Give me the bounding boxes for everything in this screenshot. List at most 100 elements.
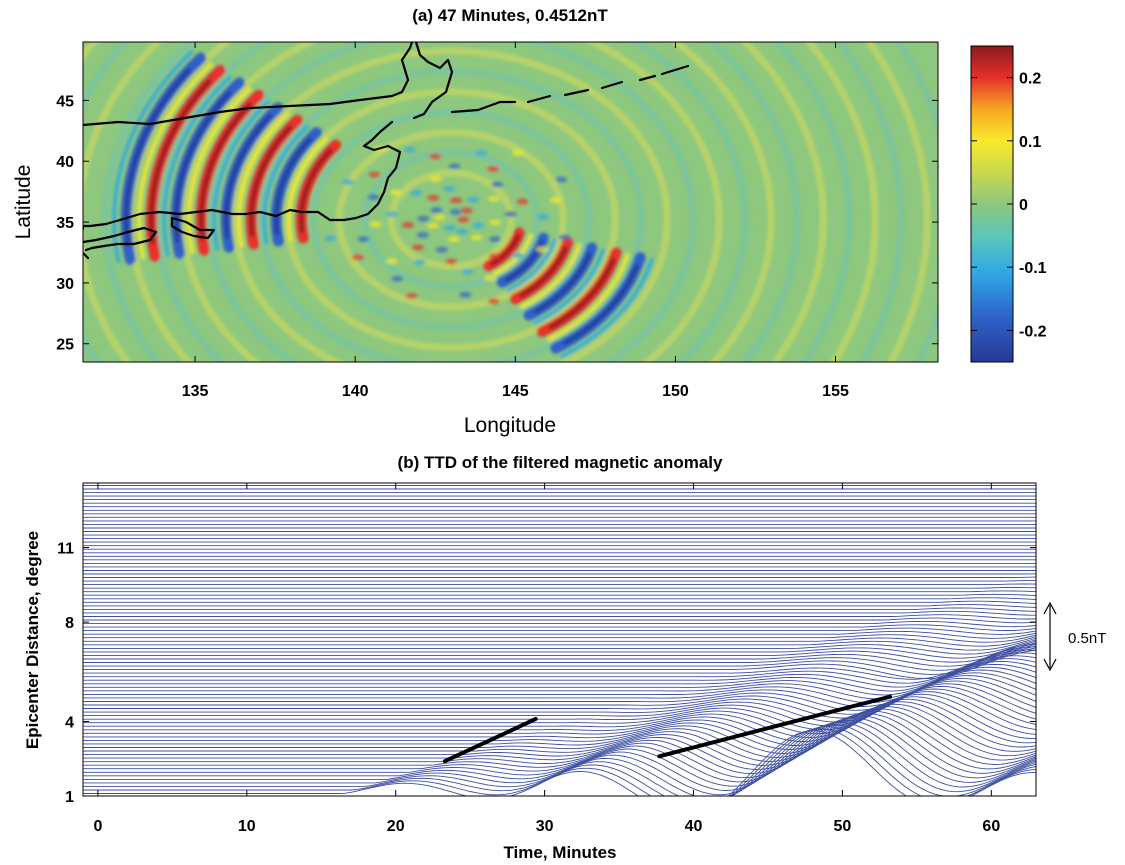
colorbar-tick-label: -0.1	[1019, 260, 1047, 277]
map-y-tick-labels: 25 30 35 40 45	[56, 93, 74, 353]
ttd-trace	[83, 640, 1036, 659]
ttd-trace	[83, 675, 1036, 723]
ttd-trace	[83, 620, 1036, 628]
scale-bar-label: 0.5nT	[1068, 630, 1106, 647]
ttd-trace	[83, 724, 1036, 796]
ttd-x-tick-label: 0	[93, 818, 102, 835]
ttd-trace	[83, 721, 1036, 796]
ttd-trace	[83, 655, 1036, 696]
ttd-trace	[83, 583, 1036, 586]
map-x-tick-label: 150	[662, 383, 689, 400]
map-x-axis-label: Longitude	[464, 414, 556, 437]
ttd-trace	[83, 614, 1036, 620]
map-y-tick-label: 30	[56, 276, 74, 293]
ttd-x-tick-labels: 0 10 20 30 40 50 60	[93, 818, 1000, 835]
ttd-trace	[83, 587, 1036, 589]
scale-bar-arrow-down	[1043, 658, 1057, 672]
map-y-axis-label: Latitude	[12, 165, 35, 240]
ttd-trace	[83, 688, 1036, 742]
map-x-tick-label: 140	[342, 383, 369, 400]
ttd-trace	[83, 717, 1036, 791]
ttd-trace	[83, 639, 1036, 655]
ttd-trace	[83, 643, 1036, 667]
ttd-plot	[82, 482, 1037, 797]
ttd-x-axis-label: Time, Minutes	[503, 843, 616, 862]
map-y-tick-label: 45	[56, 93, 74, 110]
colorbar: 0.2 0.1 0 -0.1 -0.2	[970, 45, 1047, 363]
ttd-trace	[83, 627, 1036, 635]
ttd-trace	[83, 663, 1036, 707]
ttd-trace	[83, 649, 1036, 688]
map-ticks	[83, 42, 938, 362]
ttd-trace	[83, 642, 1036, 663]
ttd-trace	[83, 713, 1036, 783]
ttd-y-tick-label: 11	[57, 541, 74, 558]
colorbar-tick-label: 0.1	[1019, 134, 1041, 151]
ttd-x-tick-label: 40	[685, 818, 703, 835]
ttd-trace	[83, 617, 1036, 624]
map-y-tick-label: 25	[56, 337, 74, 354]
ttd-title: (b) TTD of the filtered magnetic anomaly	[398, 453, 723, 472]
ttd-fit-lines	[442, 694, 893, 764]
map-x-tick-label: 135	[182, 383, 209, 400]
ttd-trace	[83, 669, 1036, 715]
ttd-trace	[83, 634, 1036, 643]
ttd-x-tick-label: 20	[387, 818, 405, 835]
colorbar-tick-label: 0	[1019, 197, 1028, 214]
colorbar-gradient	[970, 45, 1014, 363]
ttd-trace	[83, 661, 1036, 704]
ttd-y-tick-label: 1	[65, 789, 74, 806]
ttd-trace	[83, 643, 1036, 680]
ttd-trace	[83, 590, 1036, 593]
ttd-x-tick-label: 60	[982, 818, 1000, 835]
wave-field	[83, 42, 938, 362]
ttd-trace	[83, 580, 1036, 582]
map-x-tick-label: 145	[502, 383, 529, 400]
ttd-trace	[83, 646, 1036, 684]
ttd-x-tick-label: 50	[834, 818, 852, 835]
ttd-y-tick-label: 4	[65, 714, 74, 731]
ttd-trace	[83, 715, 1036, 787]
map-x-tick-label: 155	[822, 383, 849, 400]
ttd-trace	[83, 698, 1036, 758]
ttd-trace	[83, 730, 1036, 796]
ttd-trace	[83, 647, 1036, 675]
ttd-trace	[83, 652, 1036, 692]
ttd-trace	[83, 719, 1036, 796]
ttd-y-tick-label: 8	[65, 615, 74, 632]
ttd-trace	[83, 607, 1036, 612]
map-frame	[82, 41, 939, 363]
ttd-trace	[83, 604, 1036, 608]
ttd-frame	[82, 482, 1037, 797]
ttd-trace	[83, 649, 1036, 679]
ttd-x-tick-label: 10	[238, 818, 256, 835]
scale-bar: 0.5nT	[1043, 601, 1106, 672]
ttd-trace	[83, 630, 1036, 639]
ttd-trace	[83, 693, 1036, 750]
colorbar-tick-label: -0.2	[1019, 323, 1047, 340]
ttd-x-tick-label: 30	[536, 818, 554, 835]
ttd-trace	[83, 624, 1036, 631]
map-y-tick-label: 40	[56, 154, 74, 171]
ttd-trace	[83, 666, 1036, 711]
map-x-tick-labels: 135 140 145 150 155	[182, 383, 849, 400]
ttd-y-axis-label: Epicenter Distance, degree	[23, 531, 42, 749]
ttd-trace	[83, 600, 1036, 604]
colorbar-ticks: 0.2 0.1 0 -0.1 -0.2	[971, 71, 1047, 340]
map-title: (a) 47 Minutes, 0.4512nT	[412, 6, 608, 25]
ttd-ticks	[83, 483, 1036, 797]
ttd-fit-line	[442, 716, 538, 764]
ttd-y-tick-labels: 1 4 8 11	[57, 541, 74, 806]
ttd-trace	[83, 637, 1036, 651]
ttd-fit-line	[657, 694, 893, 759]
map-plot	[82, 41, 939, 363]
ttd-trace	[83, 672, 1036, 719]
ttd-traces	[83, 485, 1036, 796]
colorbar-tick-label: 0.2	[1019, 71, 1041, 88]
ttd-trace	[83, 593, 1036, 596]
ttd-trace	[83, 636, 1036, 647]
coastline	[83, 42, 690, 260]
map-y-tick-label: 35	[56, 215, 74, 232]
ttd-trace	[83, 645, 1036, 671]
